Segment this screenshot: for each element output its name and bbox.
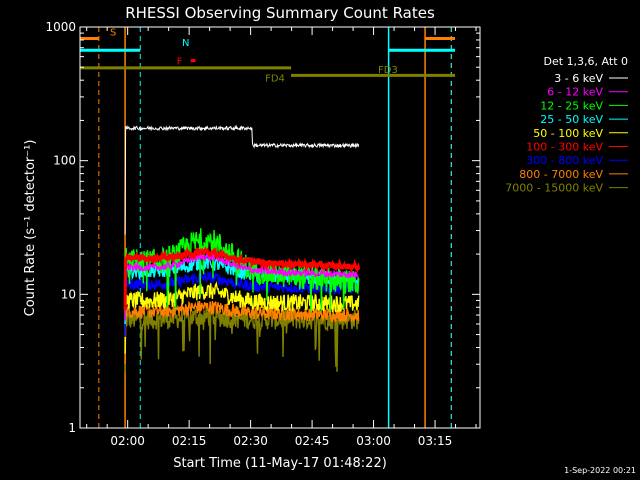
legend-label: 12 - 25 keV bbox=[540, 99, 603, 112]
legend-label: 50 - 100 keV bbox=[533, 127, 603, 140]
plot-area bbox=[98, 27, 452, 428]
axes: 1 10 100 1000 02:00 02:15 02:30 02:45 03:00 03:15 bbox=[45, 20, 481, 448]
x-tick-label: 02:15 bbox=[172, 434, 207, 448]
flag-label: F bbox=[177, 57, 183, 68]
y-tick-label: 10 bbox=[61, 287, 76, 301]
x-tick-label: 02:00 bbox=[110, 434, 145, 448]
series-line bbox=[124, 252, 360, 321]
series-line bbox=[123, 245, 361, 311]
x-tick-label: 03:00 bbox=[356, 434, 391, 448]
flag-bars: S NF FD3 FD4 bbox=[80, 28, 455, 84]
plot-frame bbox=[79, 26, 481, 429]
series-line bbox=[124, 281, 360, 354]
chart-title: RHESSI Observing Summary Count Rates bbox=[125, 4, 435, 22]
y-tick-label: 1 bbox=[68, 421, 76, 435]
flag-label: N bbox=[182, 38, 189, 49]
y-tick-label: 100 bbox=[53, 154, 76, 168]
x-tick-label: 02:45 bbox=[295, 434, 330, 448]
flag-label: S bbox=[110, 28, 116, 39]
flag-label: FD3 bbox=[378, 65, 398, 76]
legend-label: 3 - 6 keV bbox=[554, 72, 603, 85]
x-tick-label: 02:30 bbox=[233, 434, 268, 448]
legend-label: 100 - 300 keV bbox=[526, 141, 603, 154]
legend-label: 6 - 12 keV bbox=[547, 86, 603, 99]
legend-label: 800 - 7000 keV bbox=[519, 168, 603, 181]
legend-label: 7000 - 15000 keV bbox=[505, 182, 603, 195]
date-stamp: 1-Sep-2022 00:21 bbox=[564, 466, 636, 475]
y-tick-label: 1000 bbox=[45, 20, 76, 34]
y-axis-label: Count Rate (s⁻¹ detector⁻¹) bbox=[23, 140, 38, 317]
flag-label: FD4 bbox=[265, 73, 285, 84]
series-lines bbox=[123, 124, 361, 373]
legend-title: Det 1,3,6, Att 0 bbox=[544, 55, 628, 68]
series-line bbox=[124, 124, 360, 235]
x-tick-label: 03:15 bbox=[418, 434, 453, 448]
x-axis-label: Start Time (11-May-17 01:48:22) bbox=[173, 456, 387, 471]
legend-label: 300 - 800 keV bbox=[526, 154, 603, 167]
legend-label: 25 - 50 keV bbox=[540, 113, 603, 126]
